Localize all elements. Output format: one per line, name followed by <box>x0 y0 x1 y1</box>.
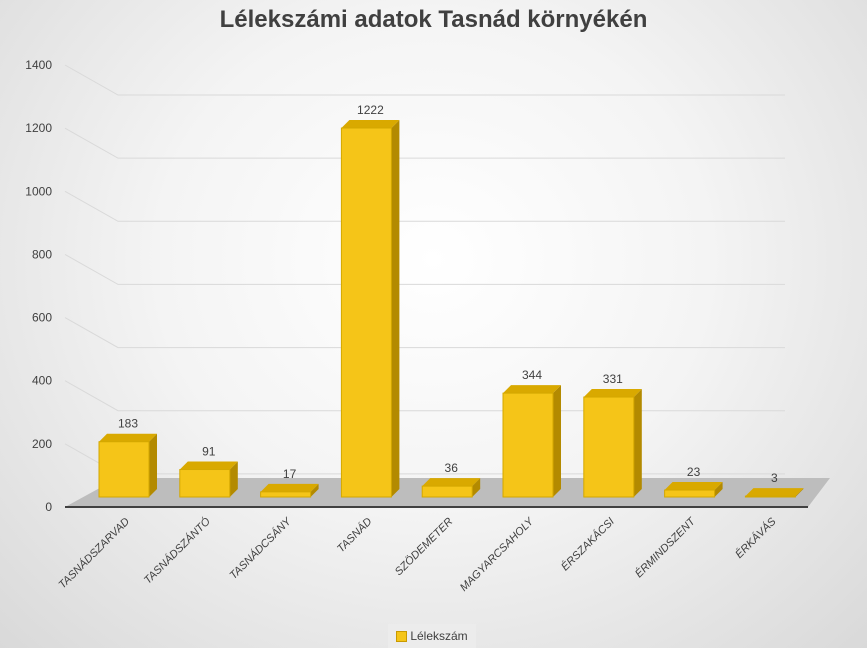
gridline <box>64 253 785 285</box>
bar <box>179 469 231 498</box>
x-tick-label: ÉRSZAKÁCSI <box>558 515 616 573</box>
bar <box>421 485 473 498</box>
bar-top <box>422 478 481 487</box>
bar-top <box>583 389 642 398</box>
gridline <box>64 443 785 475</box>
y-tick-label: 1000 <box>25 184 52 198</box>
y-tick-label: 600 <box>32 311 52 325</box>
legend-label: Lélekszám <box>410 629 468 643</box>
bar-top <box>99 433 157 442</box>
gridline <box>64 190 785 222</box>
bar-top <box>745 488 804 497</box>
data-label: 91 <box>202 445 216 459</box>
bar <box>583 396 635 498</box>
bar <box>340 127 392 498</box>
data-label: 36 <box>445 461 459 475</box>
bar-side <box>633 389 642 497</box>
bar-side <box>795 488 804 497</box>
y-tick-label: 0 <box>45 500 52 514</box>
bar <box>502 392 554 498</box>
x-tick-label: SZÖDEMETER <box>393 516 456 579</box>
bar-side <box>472 478 481 497</box>
y-tick-label: 400 <box>32 374 52 388</box>
x-tick-label: TASNÁDSZARVAD <box>56 515 132 591</box>
bar-top <box>664 482 723 491</box>
y-tick-label: 200 <box>32 437 52 451</box>
legend: Lélekszám <box>388 624 476 648</box>
y-tick-label: 1200 <box>25 121 52 135</box>
y-tick-label: 1400 <box>25 58 52 72</box>
gridline <box>64 127 785 159</box>
bar-side <box>310 483 319 497</box>
data-label: 3 <box>771 471 778 485</box>
data-label: 1222 <box>357 103 384 117</box>
x-tick-label: TASNÁDSZÁNTÓ <box>141 515 213 587</box>
bar-top <box>179 461 238 470</box>
bar-top <box>260 483 319 492</box>
x-tick-label: TASNÁDCSÁNY <box>227 514 294 581</box>
bar-side <box>229 461 238 497</box>
bar-top <box>341 120 400 128</box>
x-tick-label: MAGYARCSAHOLY <box>458 515 537 594</box>
chart-title: Lélekszámi adatok Tasnád környékén <box>219 6 648 33</box>
bar-top <box>503 385 561 394</box>
data-label: 331 <box>603 372 623 386</box>
bar-side <box>553 385 561 497</box>
gridline <box>64 380 785 412</box>
x-tick-label: ÉRKÁVÁS <box>733 514 779 560</box>
data-label: 344 <box>522 368 542 382</box>
bar <box>744 495 796 498</box>
bar-side <box>149 433 157 497</box>
x-tick-label: ÉRMINDSZENT <box>632 514 698 580</box>
legend-swatch <box>396 630 408 642</box>
bar-side <box>391 120 400 497</box>
bar <box>98 441 150 498</box>
data-label: 23 <box>687 465 701 479</box>
bar <box>664 489 716 498</box>
bar <box>260 491 312 498</box>
x-tick-label: TASNÁD <box>334 515 374 555</box>
data-label: 183 <box>118 417 138 431</box>
y-tick-label: 800 <box>32 247 52 261</box>
data-label: 17 <box>283 467 297 481</box>
gridline <box>64 64 785 96</box>
bar-side <box>714 482 723 497</box>
gridline <box>64 317 785 349</box>
